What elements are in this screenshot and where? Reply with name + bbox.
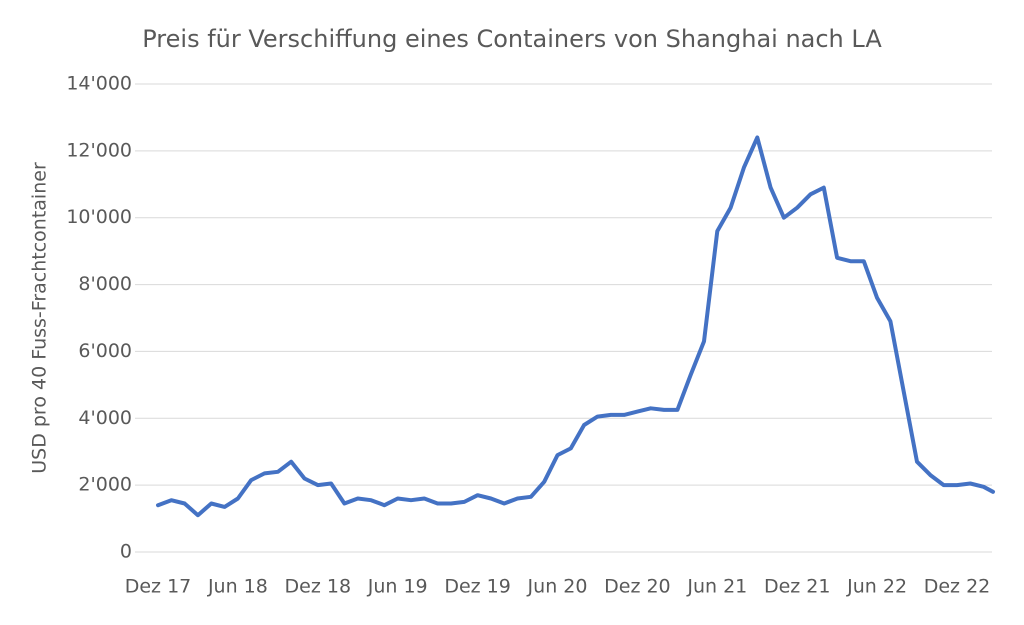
y-tick-label: 10'000 xyxy=(66,206,132,228)
data-line xyxy=(156,135,995,518)
x-tick-label: Jun 19 xyxy=(367,576,428,598)
y-tick-label: 2'000 xyxy=(78,474,132,496)
y-tick-label: 12'000 xyxy=(66,139,132,161)
y-tick-label: 0 xyxy=(120,541,132,563)
x-tick-label: Dez 21 xyxy=(764,576,831,598)
x-tick-label: Dez 17 xyxy=(125,576,192,598)
x-tick-label: Jun 21 xyxy=(686,576,747,598)
chart-title: Preis für Verschiffung eines Containers … xyxy=(142,25,882,53)
x-tick-label: Dez 19 xyxy=(444,576,511,598)
y-tick-label: 8'000 xyxy=(78,273,132,295)
x-tick-label: Jun 22 xyxy=(846,576,907,598)
x-tick-label: Jun 18 xyxy=(207,576,268,598)
y-tick-label: 14'000 xyxy=(66,73,132,95)
y-tick-label: 6'000 xyxy=(78,340,132,362)
x-tick-label: Dez 22 xyxy=(924,576,991,598)
x-tick-label: Jun 20 xyxy=(527,576,588,598)
x-tick-label: Dez 20 xyxy=(604,576,671,598)
y-axis-label: USD pro 40 Fuss-Frachtcontainer xyxy=(29,162,51,474)
y-tick-label: 4'000 xyxy=(78,407,132,429)
x-tick-label: Dez 18 xyxy=(285,576,352,598)
